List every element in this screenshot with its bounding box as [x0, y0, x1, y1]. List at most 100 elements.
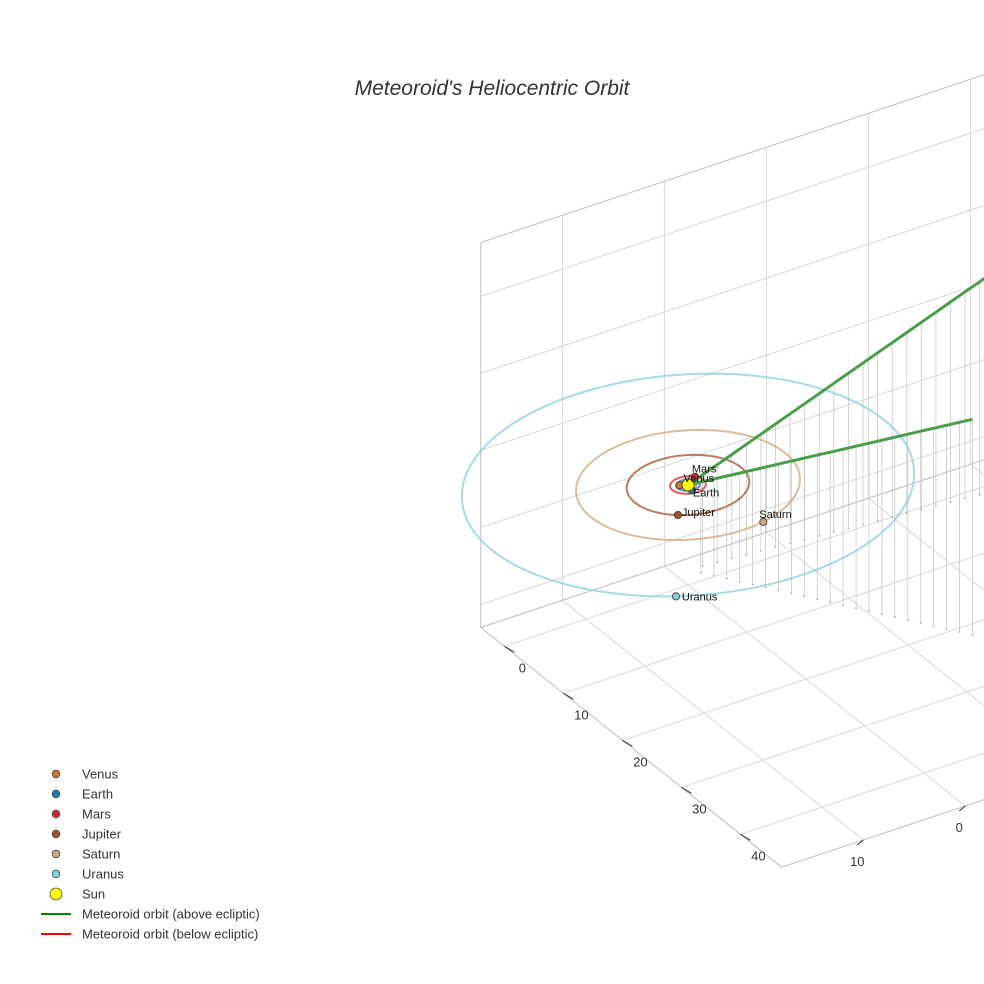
- y-tick-mark: [563, 692, 574, 700]
- planet-mars-label: Mars: [692, 464, 717, 476]
- x-tick-mark: [856, 839, 864, 846]
- drop-foot-return: [777, 589, 780, 592]
- drop-foot-outbound: [730, 557, 733, 560]
- drop-foot-return: [842, 604, 844, 607]
- drop-foot-outbound: [789, 542, 791, 545]
- y-tick-label: 20: [633, 754, 647, 769]
- drop-foot-return: [868, 610, 870, 613]
- planet-uranus-label: Uranus: [682, 591, 718, 603]
- drop-foot-outbound: [701, 565, 704, 567]
- drop-foot-outbound: [905, 512, 908, 515]
- legend-item[interactable]: Saturn: [51, 847, 120, 862]
- y-tick-mark: [504, 645, 515, 653]
- sun-marker: [681, 478, 695, 492]
- legend-dot-swatch: [51, 789, 61, 799]
- y-tick-mark: [740, 833, 751, 841]
- legend-dot-swatch: [51, 769, 61, 779]
- drop-foot-outbound: [745, 553, 748, 556]
- x-tick-label: 0: [956, 820, 963, 835]
- legend-label: Meteoroid orbit (above ecliptic): [82, 907, 260, 922]
- meteoroid-outbound-path: [687, 276, 984, 487]
- orbit-jupiter: [625, 453, 751, 517]
- legend-item[interactable]: Mars: [51, 807, 111, 822]
- y-tick-mark: [622, 739, 633, 747]
- planet-saturn-label: Saturn: [759, 509, 791, 521]
- y-tick-label: 10: [574, 707, 588, 722]
- legend-dot-swatch: [49, 887, 63, 901]
- legend-dot-swatch: [51, 849, 61, 859]
- legend-label: Earth: [82, 787, 113, 802]
- y-tick-label: 30: [692, 801, 706, 816]
- drop-foot-return: [958, 631, 961, 633]
- legend-item[interactable]: Meteoroid orbit (above ecliptic): [41, 907, 260, 922]
- legend-item[interactable]: Uranus: [51, 867, 124, 882]
- planet-mars-marker: [690, 472, 699, 481]
- planet-jupiter-label: Jupiter: [682, 507, 715, 519]
- drop-foot-outbound: [862, 523, 864, 526]
- planet-saturn-marker: [759, 517, 768, 526]
- x-tick-mark: [958, 805, 966, 812]
- drop-foot-return: [945, 628, 948, 630]
- drop-foot-return: [725, 577, 728, 580]
- legend-label: Venus: [82, 767, 119, 782]
- legend-item[interactable]: Venus: [51, 767, 119, 782]
- legend-item[interactable]: Sun: [49, 887, 105, 902]
- orbit-uranus: [460, 372, 916, 598]
- planet-earth-label: Earth: [693, 487, 719, 499]
- drop-foot-outbound: [832, 531, 835, 534]
- orbit-mars: [669, 475, 707, 495]
- planets: Venus Earth Mars Jupiter Saturn Uranus: [671, 464, 792, 603]
- drop-foot-return: [829, 601, 832, 604]
- drop-foot-outbound: [978, 493, 981, 496]
- drop-foot-return: [932, 625, 935, 627]
- drop-foot-return: [751, 583, 754, 586]
- drop-foot-outbound: [760, 550, 762, 552]
- planet-venus-label: Venus: [684, 473, 715, 485]
- legend-label: Jupiter: [82, 827, 122, 842]
- legend-dot-swatch: [51, 869, 61, 879]
- drop-foot-return: [738, 580, 741, 583]
- planet-jupiter-marker: [673, 510, 682, 519]
- legend-item[interactable]: Earth: [51, 787, 113, 802]
- y-tick-mark: [681, 786, 692, 794]
- drop-foot-outbound: [935, 505, 937, 507]
- drop-foot-return: [790, 592, 793, 595]
- drop-foot-outbound: [847, 527, 850, 530]
- meteoroid-return-path: [687, 417, 973, 487]
- drop-foot-return: [855, 607, 857, 610]
- legend-label: Mars: [82, 807, 111, 822]
- drop-foot-return: [881, 613, 883, 616]
- drop-foot-return: [803, 595, 806, 598]
- legend-dot-swatch: [51, 809, 61, 819]
- meteoroid-orbit: [687, 276, 984, 487]
- orbit-saturn: [575, 428, 801, 542]
- legend-item[interactable]: Meteoroid orbit (below ecliptic): [41, 927, 258, 942]
- y-tick-label: 40: [751, 848, 765, 863]
- chart-title: Meteoroid's Heliocentric Orbit: [355, 77, 631, 100]
- planet-uranus-marker: [671, 592, 680, 601]
- drop-foot-outbound: [876, 520, 879, 522]
- legend-item[interactable]: Jupiter: [51, 827, 122, 842]
- legend-label: Uranus: [82, 867, 124, 882]
- drop-foot-outbound: [774, 546, 777, 549]
- drop-foot-return: [764, 586, 767, 589]
- legend-label: Saturn: [82, 847, 120, 862]
- x-tick-label: 10: [850, 854, 864, 869]
- drop-foot-return: [971, 634, 974, 636]
- drop-foot-outbound: [716, 561, 719, 564]
- legend-label: Meteoroid orbit (below ecliptic): [82, 927, 258, 942]
- drop-foot-return: [906, 619, 909, 621]
- drop-foot-outbound: [964, 497, 966, 500]
- drop-foot-return: [700, 571, 702, 574]
- legend-dot-swatch: [51, 829, 61, 839]
- drop-foot-return: [919, 622, 922, 624]
- drop-foot-outbound: [949, 501, 952, 504]
- legend: Venus Earth Mars Jupiter Saturn Uranus Sun Mete…: [41, 767, 260, 942]
- drop-foot-return: [713, 574, 715, 577]
- drop-foot-outbound: [818, 535, 821, 537]
- drop-foot-outbound: [891, 516, 894, 519]
- drop-foot-return: [816, 598, 819, 601]
- y-tick-label: 0: [519, 660, 526, 675]
